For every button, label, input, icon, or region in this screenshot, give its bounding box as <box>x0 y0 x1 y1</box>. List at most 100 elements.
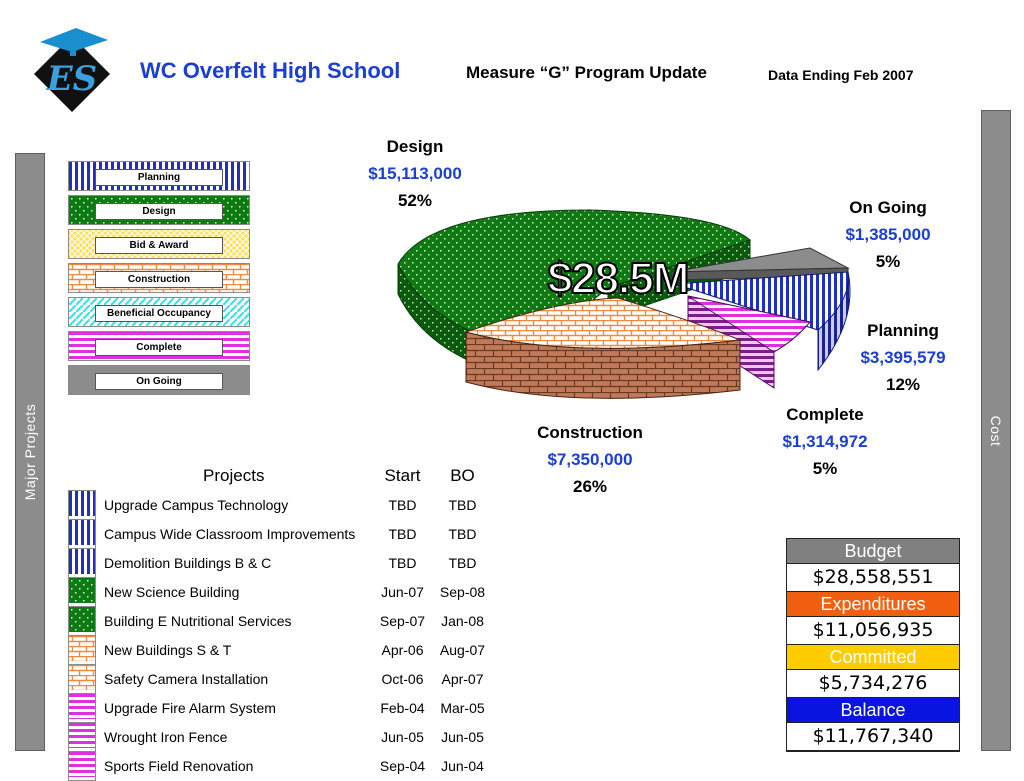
project-name: Wrought Iron Fence <box>104 729 228 745</box>
table-row: New Buildings S & T Apr-06 Aug-07 <box>68 635 493 665</box>
table-row: Safety Camera Installation Oct-06 Apr-07 <box>68 664 493 694</box>
major-projects-side-bar: Major Projects <box>15 153 45 751</box>
phase-swatch <box>68 635 96 665</box>
phase-swatch <box>68 693 96 723</box>
major-projects-label: Major Projects <box>22 403 38 501</box>
legend-label: Complete <box>95 339 223 356</box>
slice-percent: 5% <box>812 459 838 478</box>
table-header-row: Projects Start BO <box>69 462 493 491</box>
legend-label: Beneficial Occupancy <box>95 305 223 322</box>
project-bo: Aug-07 <box>439 642 486 658</box>
slice-value: $7,350,000 <box>547 450 633 469</box>
pie-label-complete: Complete $1,314,972 5% <box>782 401 867 482</box>
table-row: Sports Field Renovation Sep-04 Jun-04 <box>68 751 493 781</box>
project-name: Safety Camera Installation <box>104 671 269 687</box>
project-name: Sports Field Renovation <box>104 758 254 774</box>
project-start: Sep-07 <box>379 613 426 629</box>
school-title: WC Overfelt High School <box>140 58 401 83</box>
slice-name: Planning <box>867 321 939 340</box>
school-logo: ES <box>30 22 114 119</box>
start-column-header: Start <box>384 466 421 486</box>
project-bo: Jun-05 <box>441 729 484 745</box>
cost-label: Cost <box>988 415 1004 446</box>
table-row: Upgrade Fire Alarm System Feb-04 Mar-05 <box>68 693 493 723</box>
expenditures-header: Expenditures <box>787 592 959 616</box>
phase-swatch <box>68 490 96 520</box>
table-row: Building E Nutritional Services Sep-07 Jan… <box>68 606 493 636</box>
table-row: New Science Building Jun-07 Sep-08 <box>68 577 493 607</box>
project-name: Campus Wide Classroom Improvements <box>104 526 356 542</box>
projects-table: Projects Start BO Upgrade Campus Technol… <box>68 462 493 781</box>
budget-pie-chart <box>397 209 851 399</box>
legend-item-complete: Complete <box>68 331 250 361</box>
committed-value: $5,734,276 <box>787 669 959 698</box>
slice-name: On Going <box>849 198 927 217</box>
project-bo: TBD <box>448 526 477 542</box>
project-name: Demolition Buildings B & C <box>104 555 272 571</box>
slice-name: Construction <box>537 423 643 442</box>
legend-item-planning: Planning <box>68 161 250 191</box>
legend-label: Construction <box>95 271 223 288</box>
bo-column-header: BO <box>450 466 475 486</box>
project-name: Upgrade Fire Alarm System <box>104 700 276 716</box>
pie-total-label: $28.5M <box>547 253 691 304</box>
phase-swatch <box>68 664 96 694</box>
project-bo: Mar-05 <box>440 700 485 716</box>
balance-header: Balance <box>787 698 959 722</box>
project-start: TBD <box>388 555 417 571</box>
legend-item-design: Design <box>68 195 250 225</box>
phase-legend: Planning Design Bid & Award Construction… <box>68 161 250 399</box>
phase-swatch <box>68 722 96 752</box>
table-row: Wrought Iron Fence Jun-05 Jun-05 <box>68 722 493 752</box>
expenditures-value: $11,056,935 <box>787 616 959 645</box>
slice-percent: 12% <box>885 375 921 394</box>
table-row: Campus Wide Classroom Improvements TBD TBD <box>68 519 493 549</box>
project-name: New Science Building <box>104 584 240 600</box>
budget-header: Budget <box>787 539 959 563</box>
pie-slice-planning <box>674 271 849 331</box>
pie-label-construction: Construction $7,350,000 26% <box>537 419 643 500</box>
legend-item-on-going: On Going <box>68 365 250 395</box>
project-start: Oct-06 <box>381 671 424 687</box>
project-start: Feb-04 <box>380 700 425 716</box>
balance-value: $11,767,340 <box>787 722 959 751</box>
project-bo: Sep-08 <box>439 584 486 600</box>
project-name: Upgrade Campus Technology <box>104 497 289 513</box>
project-start: Jun-05 <box>381 729 424 745</box>
legend-item-beneficial-occupancy: Beneficial Occupancy <box>68 297 250 327</box>
project-name: New Buildings S & T <box>104 642 232 658</box>
pie-slice-construction <box>464 297 741 349</box>
slice-value: $1,385,000 <box>845 225 931 244</box>
slice-percent: 26% <box>572 477 608 496</box>
project-bo: TBD <box>448 497 477 513</box>
slice-name: Design <box>386 137 444 156</box>
project-start: Apr-06 <box>381 642 424 658</box>
project-start: Sep-04 <box>379 758 426 774</box>
phase-swatch <box>68 606 96 636</box>
slice-value: $15,113,000 <box>368 164 462 183</box>
project-start: Jun-07 <box>381 584 424 600</box>
slice-value: $3,395,579 <box>860 348 946 367</box>
table-row: Demolition Buildings B & C TBD TBD <box>68 548 493 578</box>
pie-label-planning: Planning $3,395,579 12% <box>860 317 945 398</box>
pie-label-on-going: On Going $1,385,000 5% <box>845 194 930 275</box>
slice-value: $1,314,972 <box>782 432 868 451</box>
pie-label-design: Design $15,113,000 52% <box>368 133 462 214</box>
project-name: Building E Nutritional Services <box>104 613 292 629</box>
legend-item-bid-award: Bid & Award <box>68 229 250 259</box>
project-bo: Apr-07 <box>441 671 484 687</box>
budget-summary: Budget $28,558,551 Expenditures $11,056,… <box>786 538 960 752</box>
phase-swatch <box>68 751 96 781</box>
legend-item-construction: Construction <box>68 263 250 293</box>
legend-label: Design <box>95 203 223 220</box>
project-start: TBD <box>388 497 417 513</box>
projects-column-header: Projects <box>203 466 265 486</box>
data-ending-date: Data Ending Feb 2007 <box>768 67 914 83</box>
committed-header: Committed <box>787 645 959 669</box>
program-title: Measure “G” Program Update <box>466 63 707 82</box>
legend-label: Bid & Award <box>95 237 223 254</box>
phase-swatch <box>68 519 96 549</box>
slice-name: Complete <box>786 405 864 424</box>
pie-slice-design <box>397 209 751 351</box>
slice-percent: 52% <box>397 191 433 210</box>
